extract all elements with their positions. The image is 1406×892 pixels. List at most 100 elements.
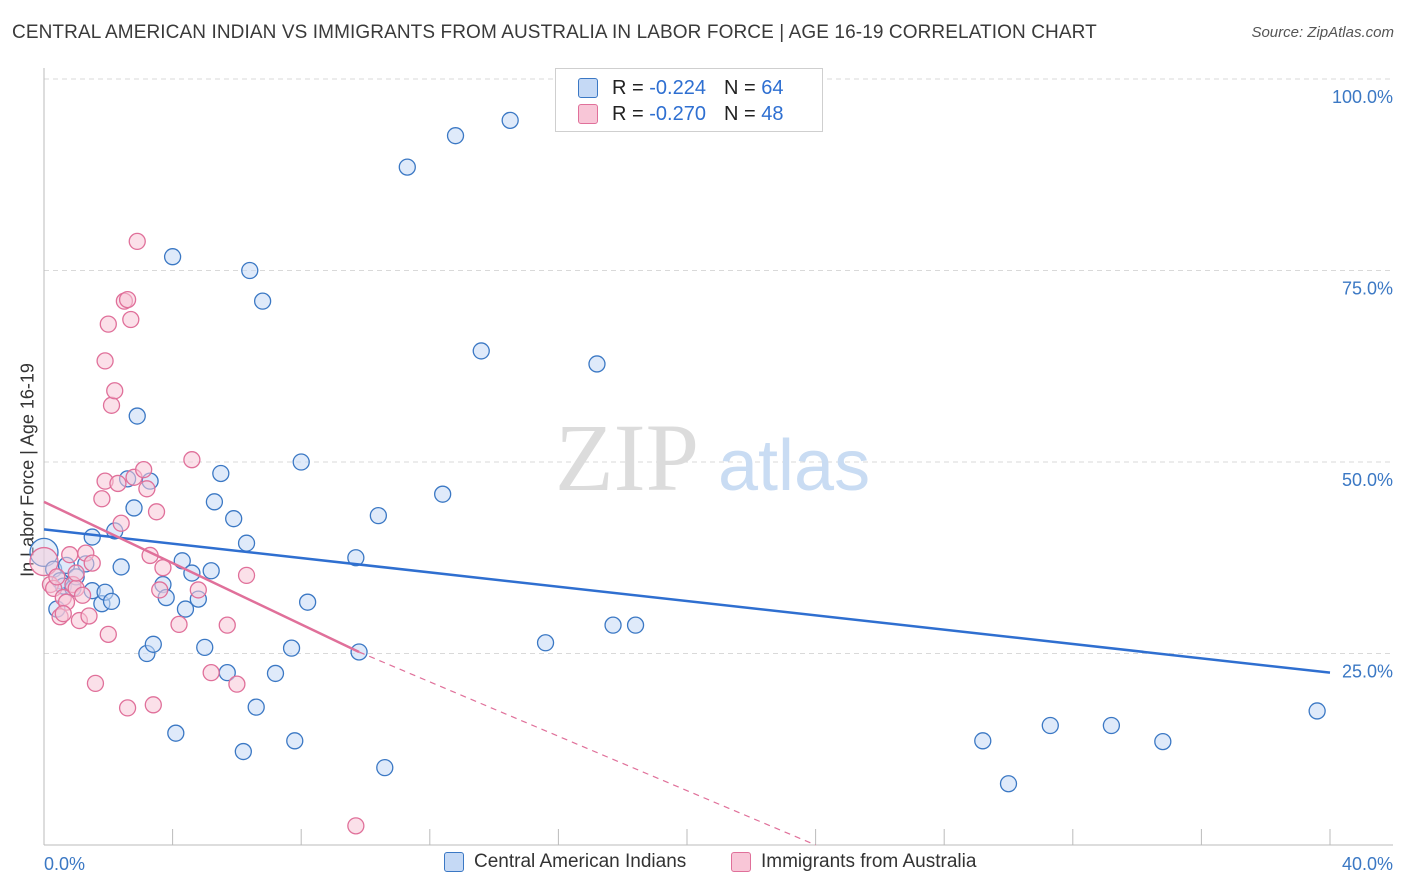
bottom-legend-swatch-blue xyxy=(444,852,464,872)
watermark: ZIP atlas xyxy=(555,404,870,511)
data-point xyxy=(118,699,137,717)
data-point xyxy=(1154,732,1172,751)
data-point xyxy=(237,566,256,585)
data-point xyxy=(241,261,259,280)
trend-lines xyxy=(43,500,1331,846)
data-point xyxy=(247,698,265,716)
data-point xyxy=(102,396,121,414)
data-point xyxy=(434,485,452,503)
data-point xyxy=(1102,716,1121,735)
data-point xyxy=(83,554,101,572)
data-point xyxy=(118,290,137,309)
legend-r-value: -0.224 xyxy=(649,76,706,99)
legend-r-label: R = xyxy=(612,102,644,125)
bottom-legend-pink: Immigrants from Australia xyxy=(731,851,976,873)
data-point xyxy=(128,407,146,425)
data-point xyxy=(102,592,121,611)
legend-n-value: 48 xyxy=(761,102,784,125)
data-point xyxy=(536,634,555,652)
bottom-legend-blue: Central American Indians xyxy=(444,851,686,873)
legend-row-pink: R = -0.270 N = 48 xyxy=(578,102,783,126)
data-point xyxy=(112,558,130,576)
legend-swatch-pink xyxy=(578,104,598,124)
data-point xyxy=(147,503,166,521)
data-point xyxy=(298,593,317,611)
data-point xyxy=(501,111,519,130)
chart-title: CENTRAL AMERICAN INDIAN VS IMMIGRANTS FR… xyxy=(12,22,1097,43)
x-tick-label-min: 0.0% xyxy=(44,854,85,874)
trend-line-blue xyxy=(43,528,1331,674)
stats-legend: R = -0.224 N = 64 R = -0.270 N = 48 xyxy=(555,68,823,132)
data-point xyxy=(446,127,465,145)
data-point xyxy=(237,534,256,552)
data-point xyxy=(125,499,143,517)
legend-row-blue: R = -0.224 N = 64 xyxy=(578,76,783,100)
legend-n-value: 64 xyxy=(761,76,784,99)
data-point xyxy=(974,732,992,750)
data-point xyxy=(282,639,301,657)
data-point xyxy=(109,474,127,493)
data-point xyxy=(128,232,146,251)
data-point xyxy=(144,696,162,714)
data-point xyxy=(205,493,224,511)
data-point xyxy=(99,625,117,643)
data-point xyxy=(151,581,169,599)
y-tick-label: 75.0% xyxy=(1342,279,1393,299)
data-point xyxy=(1041,716,1059,735)
data-point xyxy=(112,514,130,532)
data-point xyxy=(472,342,490,360)
trend-line-pink xyxy=(43,500,360,654)
data-point xyxy=(183,451,201,469)
data-point xyxy=(626,616,645,634)
data-point xyxy=(376,758,394,777)
data-point xyxy=(604,616,622,634)
legend-n-label: N = xyxy=(723,76,756,99)
series-central-american-indians xyxy=(29,111,1326,793)
data-point xyxy=(163,248,182,266)
data-point xyxy=(292,453,310,471)
data-point xyxy=(167,724,185,742)
data-point xyxy=(54,605,72,623)
data-point xyxy=(398,158,416,176)
data-point xyxy=(228,675,246,693)
legend-r-value: -0.270 xyxy=(649,102,706,125)
data-point xyxy=(73,586,92,604)
data-point xyxy=(176,600,195,618)
x-tick-label-max: 40.0% xyxy=(1342,854,1393,874)
data-point xyxy=(202,664,220,682)
data-point xyxy=(347,549,365,567)
data-point xyxy=(144,635,162,653)
data-point xyxy=(1308,702,1326,720)
y-tick-label: 25.0% xyxy=(1342,662,1393,682)
data-point xyxy=(999,775,1018,793)
data-point xyxy=(29,546,59,577)
source-credit: Source: ZipAtlas.com xyxy=(1251,24,1394,41)
data-point xyxy=(67,564,85,582)
data-point xyxy=(86,674,105,693)
data-point xyxy=(202,562,220,580)
data-point xyxy=(96,352,114,370)
bottom-legend-label-blue: Central American Indians xyxy=(474,851,687,872)
data-point xyxy=(588,355,606,373)
y-tick-labels: 25.0% 50.0% 75.0% 100.0% xyxy=(1332,87,1393,682)
data-point xyxy=(369,506,388,525)
data-point xyxy=(286,732,304,750)
bottom-legend-label-pink: Immigrants from Australia xyxy=(761,851,977,872)
data-point xyxy=(29,537,59,568)
data-point xyxy=(170,615,188,634)
data-point xyxy=(196,638,214,657)
data-point xyxy=(135,461,153,479)
legend-n-label: N = xyxy=(723,102,756,125)
data-point xyxy=(48,568,66,586)
y-tick-label: 50.0% xyxy=(1342,470,1393,490)
legend-r-label: R = xyxy=(612,76,644,99)
axes xyxy=(43,68,1393,846)
data-point xyxy=(253,292,272,310)
data-point xyxy=(83,528,101,546)
trend-line-pink-extension xyxy=(358,651,816,846)
legend-swatch-blue xyxy=(578,78,598,98)
watermark-zip: ZIP xyxy=(555,404,699,511)
watermark-atlas: atlas xyxy=(718,426,870,506)
data-point xyxy=(93,490,111,508)
